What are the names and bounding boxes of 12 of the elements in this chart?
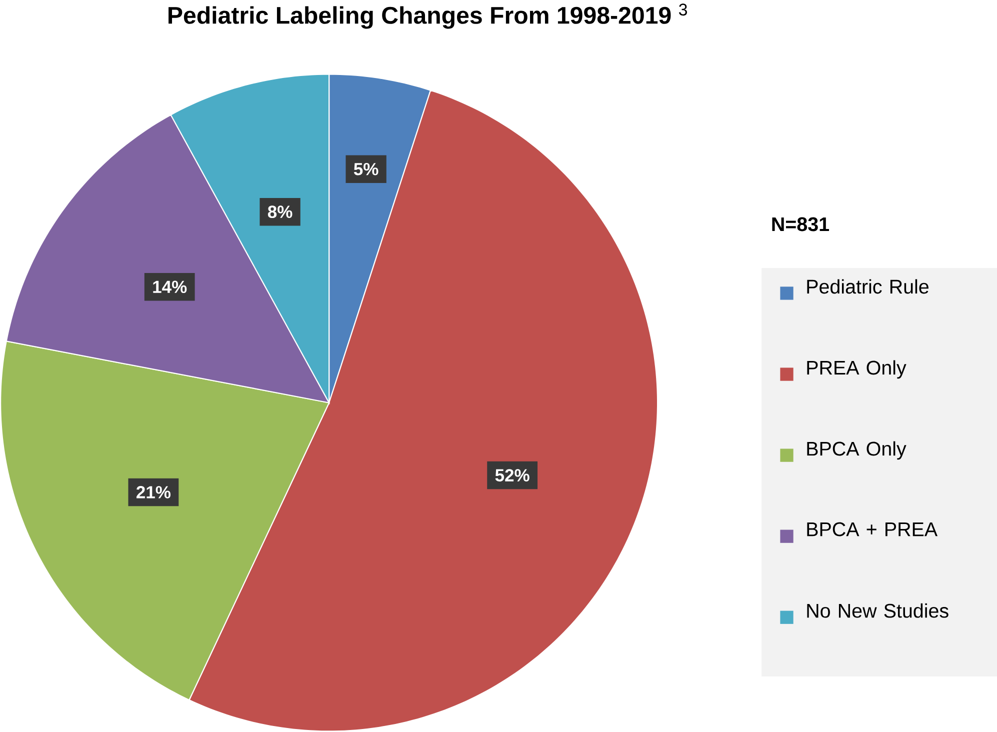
- legend-label: PREA Only: [807, 360, 906, 379]
- legend-label: Pediatric Rule: [807, 279, 928, 294]
- data-label: 52%: [495, 469, 530, 482]
- legend-label: BPCA Only: [807, 441, 906, 460]
- legend-label: BPCA + PREA: [807, 522, 938, 536]
- data-label: 8%: [268, 206, 292, 218]
- legend-label: No New Studies: [807, 603, 948, 618]
- chart-title: Pediatric Labeling Changes From 1998-2019 $^{3}$: [168, 4, 687, 29]
- data-label: 21%: [136, 486, 171, 499]
- legend-title: N=831: [772, 217, 830, 232]
- data-label: 5%: [354, 163, 378, 176]
- data-label: 14%: [153, 280, 187, 294]
